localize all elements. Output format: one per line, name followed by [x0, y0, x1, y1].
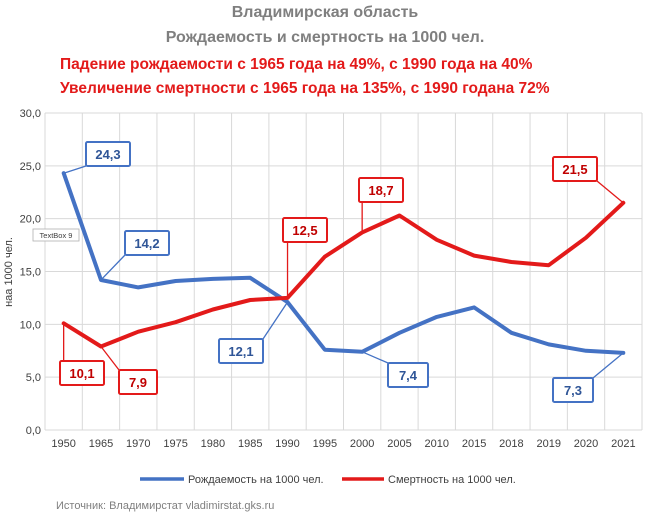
- source-note: Источник: Владимирстат vladimirstat.gks.…: [56, 500, 274, 512]
- x-tick-label: 2000: [350, 438, 374, 450]
- y-tick-label: 30,0: [20, 108, 41, 120]
- y-axis-title: наа 1000 чел.: [3, 237, 15, 307]
- x-tick-label: 1950: [51, 438, 75, 450]
- callouts: 24,3 14,2 12,1 7,4 7,3 10,1 7,9 12,5 18,7 21,5: [59, 141, 624, 403]
- y-tick-label: 20,0: [20, 214, 41, 226]
- callout-leader: [63, 165, 87, 174]
- data-label: 12,5: [292, 223, 317, 238]
- legend-label-births: Рождаемость на 1000 чел.: [188, 474, 324, 486]
- callout-box: [218, 338, 264, 364]
- callout-box: [552, 377, 594, 403]
- note-births: Падение рождаемости с 1965 года на 49%, …: [60, 56, 533, 73]
- textbox-tag: TextBox 9: [32, 228, 80, 242]
- x-tick-label: 2005: [387, 438, 411, 450]
- y-tick-labels: 0,0 5,0 10,0 15,0 20,0 25,0 30,0: [20, 108, 41, 437]
- callout-box: [358, 177, 404, 203]
- y-tick-label: 15,0: [20, 267, 41, 279]
- x-tick-label: 1970: [126, 438, 150, 450]
- legend-label-deaths: Смертность на 1000 чел.: [388, 474, 516, 486]
- x-tick-label: 1980: [201, 438, 225, 450]
- data-label: 7,9: [129, 375, 147, 390]
- callout-leader: [592, 352, 624, 379]
- x-tick-label: 2019: [536, 438, 560, 450]
- textbox-tag-label: TextBox 9: [40, 231, 73, 240]
- x-tick-label: 1995: [313, 438, 337, 450]
- x-tick-labels: 1950 1965 1970 1975 1980 1985 1990 1995 2000 2005…: [51, 438, 635, 450]
- data-label: 24,3: [95, 147, 120, 162]
- x-tick-label: 2018: [499, 438, 523, 450]
- callout-leader: [100, 254, 126, 281]
- chart-subtitle: Рождаемость и смертность на 1000 чел.: [166, 29, 485, 46]
- x-tick-label: 1965: [89, 438, 113, 450]
- callout-leader: [262, 301, 289, 340]
- callout-box: [118, 369, 158, 395]
- x-tick-label: 2020: [574, 438, 598, 450]
- note-deaths: Увеличение смертности с 1965 года на 135…: [60, 80, 550, 97]
- x-tick-label: 1985: [238, 438, 262, 450]
- callout-box: [282, 217, 328, 243]
- y-tick-label: 0,0: [26, 425, 41, 437]
- callout-box: [552, 156, 598, 182]
- y-tick-label: 10,0: [20, 319, 41, 331]
- x-tick-label: 2021: [611, 438, 635, 450]
- callout-leader: [361, 351, 389, 364]
- births-line: [61, 171, 626, 355]
- x-tick-label: 2010: [425, 438, 449, 450]
- x-tick-label: 2015: [462, 438, 486, 450]
- callout-box: [387, 362, 429, 388]
- data-label: 10,1: [69, 366, 94, 381]
- callout-leader: [100, 346, 120, 371]
- data-label: 18,7: [368, 183, 393, 198]
- data-label: 21,5: [562, 162, 587, 177]
- callout-box: [59, 360, 105, 386]
- data-label: 7,3: [564, 383, 582, 398]
- y-tick-label: 25,0: [20, 161, 41, 173]
- x-tick-label: 1975: [163, 438, 187, 450]
- callout-box: [124, 230, 170, 256]
- callout-box: [85, 141, 131, 167]
- chart-title: Владимирская область: [232, 4, 419, 21]
- data-label: 14,2: [134, 236, 159, 251]
- series-lines: [61, 171, 626, 355]
- y-tick-label: 5,0: [26, 372, 41, 384]
- callout-leader: [596, 180, 624, 204]
- data-label: 7,4: [399, 368, 418, 383]
- x-tick-label: 1990: [275, 438, 299, 450]
- data-label: 12,1: [228, 344, 253, 359]
- legend: Рождаемость на 1000 чел. Смертность на 1…: [140, 474, 516, 486]
- deaths-line: [61, 200, 626, 349]
